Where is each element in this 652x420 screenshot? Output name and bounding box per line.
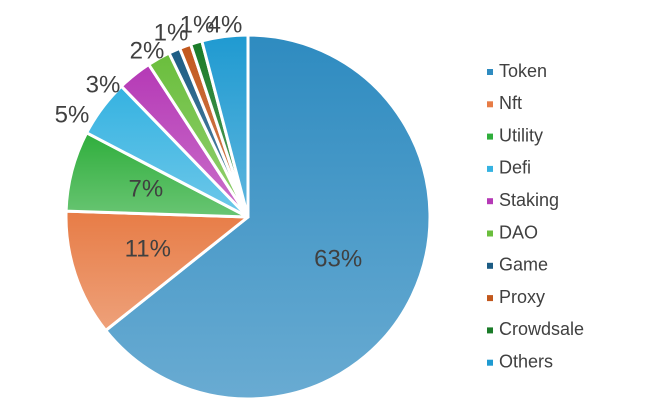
legend-swatch-game	[487, 262, 493, 269]
legend-item-token: Token	[487, 61, 547, 81]
pie-slice-token	[104, 33, 432, 401]
data-label-others: 4%	[208, 11, 243, 38]
legend-swatch-crowdsale	[487, 327, 493, 334]
legend-label-token: Token	[499, 61, 547, 81]
legend-label-dao: DAO	[499, 222, 538, 242]
legend-swatch-defi	[487, 165, 493, 172]
data-label-token: 63%	[314, 246, 362, 273]
legend-item-proxy: Proxy	[487, 287, 545, 307]
legend-item-game: Game	[487, 255, 548, 275]
legend-item-dao: DAO	[487, 222, 538, 242]
legend-item-others: Others	[487, 351, 553, 371]
legend-swatch-utility	[487, 133, 493, 140]
legend-item-defi: Defi	[487, 158, 531, 178]
legend-item-nft: Nft	[487, 93, 522, 113]
legend-item-utility: Utility	[487, 125, 543, 145]
legend-swatch-others	[487, 359, 493, 366]
legend-label-staking: Staking	[499, 190, 559, 210]
legend-label-game: Game	[499, 255, 548, 275]
data-label-staking: 3%	[86, 71, 121, 98]
legend-swatch-dao	[487, 230, 493, 237]
legend-swatch-proxy	[487, 295, 493, 302]
pie-slice-others	[200, 33, 250, 219]
data-label-game: 1%	[154, 19, 189, 46]
legend-label-others: Others	[499, 351, 553, 371]
data-label-defi: 5%	[55, 101, 90, 128]
legend-label-proxy: Proxy	[499, 287, 545, 307]
legend-label-defi: Defi	[499, 158, 531, 178]
legend-swatch-nft	[487, 101, 493, 108]
legend-item-staking: Staking	[487, 190, 559, 210]
data-label-nft: 11%	[125, 236, 171, 263]
legend-swatch-staking	[487, 198, 493, 205]
legend-swatch-token	[487, 69, 493, 75]
data-label-dao: 2%	[130, 37, 165, 64]
pie-slices	[64, 33, 432, 401]
legend-item-crowdsale: Crowdsale	[487, 319, 584, 339]
legend-label-crowdsale: Crowdsale	[499, 319, 584, 339]
data-label-proxy: 1%	[180, 11, 215, 38]
legend-label-utility: Utility	[499, 125, 543, 145]
data-label-utility: 7%	[129, 176, 164, 203]
pie-slice-nft	[64, 209, 250, 332]
chart-legend: Token Nft Utility Defi Staking DAO Game Proxy Cr…	[487, 61, 584, 371]
pie-data-labels: 63%11%7%5%3%2%1%1%4%	[55, 11, 363, 272]
legend-label-nft: Nft	[499, 93, 522, 113]
